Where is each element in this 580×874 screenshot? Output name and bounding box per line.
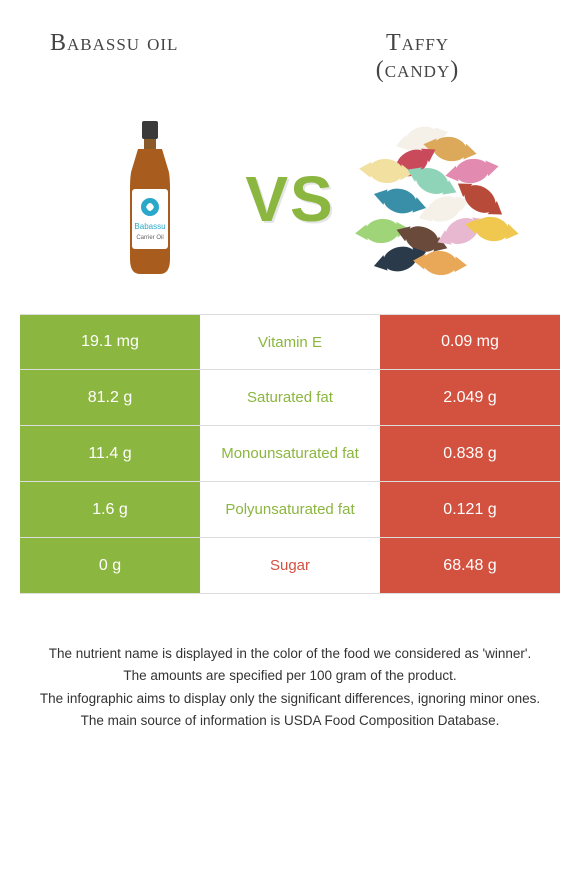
value-left: 1.6 g [20, 482, 200, 537]
title-right-line1: Taffy [386, 30, 449, 56]
footer-line-2: The amounts are specified per 100 gram o… [20, 666, 560, 686]
value-right: 2.049 g [380, 370, 560, 425]
footer: The nutrient name is displayed in the co… [0, 594, 580, 731]
product-image-left: Babassu Carrier Oil [75, 114, 225, 284]
candy-icon [380, 185, 419, 217]
title-right: Taffy (candy) [295, 30, 540, 84]
table-row: 1.6 gPolyunsaturated fat0.121 g [20, 482, 560, 538]
footer-line-4: The main source of information is USDA F… [20, 711, 560, 731]
value-left: 81.2 g [20, 370, 200, 425]
nutrient-table: 19.1 mgVitamin E0.09 mg81.2 gSaturated f… [20, 314, 560, 594]
value-right: 0.121 g [380, 482, 560, 537]
vs-label: VS [245, 162, 334, 236]
nutrient-label: Monounsaturated fat [200, 426, 380, 481]
value-left: 0 g [20, 538, 200, 593]
candy-icon [473, 214, 511, 244]
value-right: 68.48 g [380, 538, 560, 593]
vs-row: Babassu Carrier Oil VS [0, 94, 580, 314]
value-left: 19.1 mg [20, 315, 200, 369]
product-image-right [355, 114, 505, 284]
table-row: 0 gSugar68.48 g [20, 538, 560, 594]
bottle-icon: Babassu Carrier Oil [110, 119, 190, 279]
nutrient-label: Polyunsaturated fat [200, 482, 380, 537]
nutrient-label: Vitamin E [200, 315, 380, 369]
title-left: Babassu oil [40, 30, 295, 84]
nutrient-label: Sugar [200, 538, 380, 593]
footer-line-3: The infographic aims to display only the… [20, 689, 560, 709]
table-row: 81.2 gSaturated fat2.049 g [20, 370, 560, 426]
candy-icon [431, 134, 469, 164]
value-right: 0.838 g [380, 426, 560, 481]
value-right: 0.09 mg [380, 315, 560, 369]
candy-icon [422, 250, 458, 277]
table-row: 11.4 gMonounsaturated fat0.838 g [20, 426, 560, 482]
candy-cluster-icon [355, 119, 505, 279]
header: Babassu oil Taffy (candy) [0, 0, 580, 94]
candy-icon [364, 218, 400, 245]
footer-line-1: The nutrient name is displayed in the co… [20, 644, 560, 664]
title-right-line2: (candy) [376, 57, 459, 83]
value-left: 11.4 g [20, 426, 200, 481]
table-row: 19.1 mgVitamin E0.09 mg [20, 314, 560, 370]
nutrient-label: Saturated fat [200, 370, 380, 425]
bottle-label-2: Carrier Oil [137, 235, 164, 241]
bottle-label-1: Babassu [135, 222, 166, 231]
